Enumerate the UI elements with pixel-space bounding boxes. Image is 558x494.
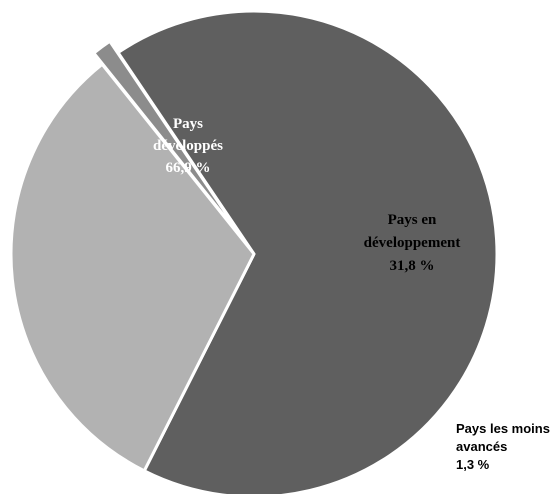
slice-label-line: développés [153, 138, 223, 154]
slice-label-line: avancés [456, 439, 507, 454]
pie-slice-3 [92, 39, 248, 245]
slice-label-line: 31,8 % [390, 258, 435, 274]
pie-slice-2 [9, 62, 256, 473]
slice-label-line: développement [364, 235, 461, 251]
pie-labels: Pays développés 66,9 % Pays en développement… [153, 116, 550, 472]
slice-label-1: Pays développés 66,9 % [153, 116, 223, 176]
slice-label-line: Pays en [388, 212, 437, 228]
pie-slices [9, 9, 499, 494]
slice-label-3: Pays les moins avancés 1,3 % [456, 421, 550, 472]
slice-label-line: 1,3 % [456, 457, 490, 472]
slice-label-line: Pays [173, 116, 203, 132]
slice-label-line: Pays les moins [456, 421, 550, 436]
slice-label-line: 66,9 % [166, 160, 211, 176]
slice-label-2: Pays en développement 31,8 % [364, 212, 461, 274]
